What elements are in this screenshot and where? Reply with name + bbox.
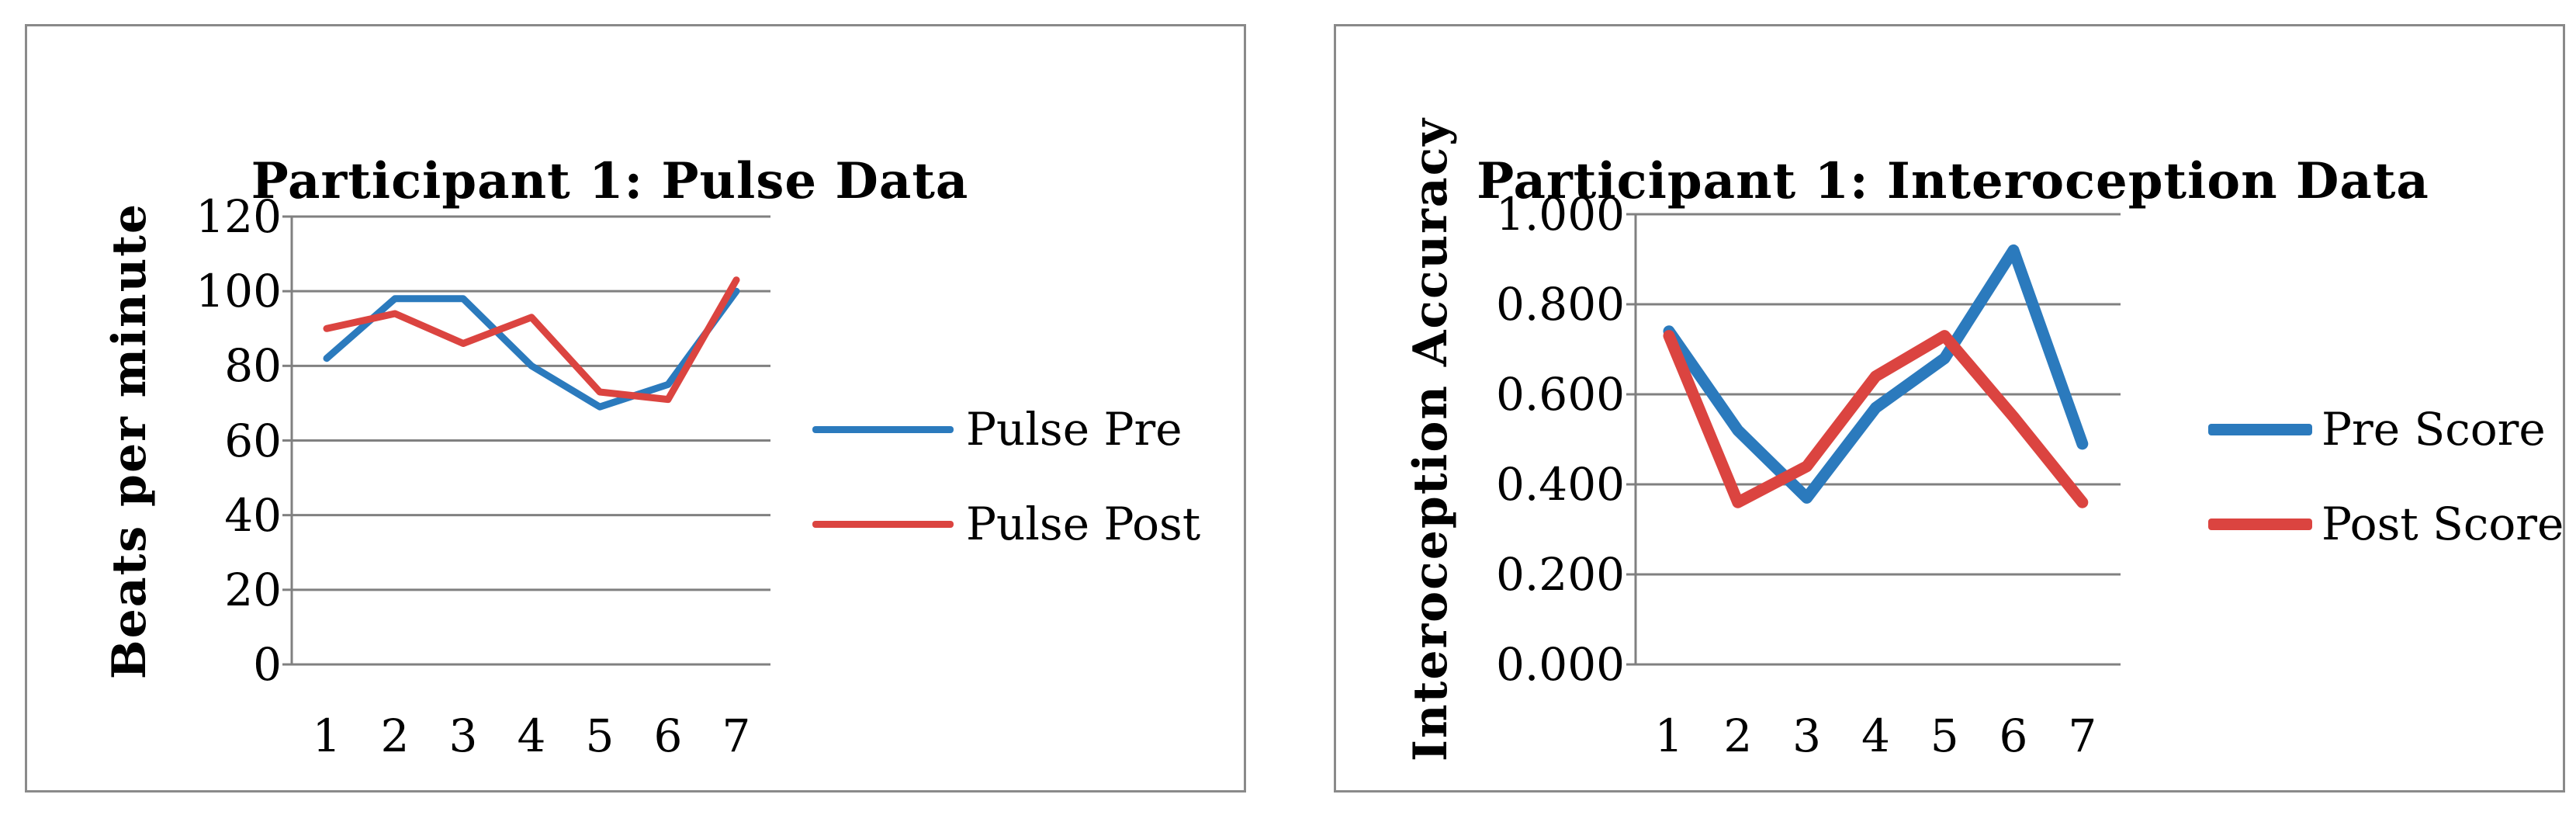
pulse-chart: Participant 1: Pulse Data Beats per minu… xyxy=(25,24,1246,793)
x-tick-label: 5 xyxy=(1930,709,1959,762)
x-tick-label: 2 xyxy=(380,709,410,762)
x-tick-label: 4 xyxy=(1861,709,1890,762)
series-line-pre-score xyxy=(1663,244,2089,504)
interoception-chart: Participant 1: Interoception Data Intero… xyxy=(1334,24,2565,793)
interoception-plot-area xyxy=(1626,213,2121,666)
legend-label-pulse-post: Pulse Post xyxy=(966,498,1201,550)
y-tick-label: 80 xyxy=(224,339,282,393)
x-tick-label: 3 xyxy=(448,709,478,762)
y-tick-label: 1.000 xyxy=(1495,188,1625,241)
y-tick-label: 0 xyxy=(253,638,282,691)
x-tick-label: 4 xyxy=(517,709,546,762)
y-tick-label: 20 xyxy=(224,563,282,616)
x-tick-label: 7 xyxy=(2068,709,2097,762)
legend-swatch-pre-score xyxy=(2208,423,2312,435)
series-line-pulse-post xyxy=(323,276,740,404)
series-line-pulse-pre xyxy=(323,287,740,411)
legend-label-pre-score: Pre Score xyxy=(2322,403,2546,456)
legend-swatch-post-score xyxy=(2208,518,2312,530)
legend-label-pulse-pre: Pulse Pre xyxy=(966,403,1182,456)
y-tick-label: 100 xyxy=(196,265,282,318)
chart-title: Participant 1: Interoception Data xyxy=(1477,152,2429,210)
x-tick-label: 1 xyxy=(312,709,341,762)
y-tick-label: 40 xyxy=(224,488,282,542)
chart-title: Participant 1: Pulse Data xyxy=(251,152,969,210)
x-tick-label: 6 xyxy=(1999,709,2028,762)
x-tick-label: 6 xyxy=(653,709,683,762)
y-tick-label: 0.200 xyxy=(1495,548,1625,601)
y-tick-label: 60 xyxy=(224,414,282,467)
legend-label-post-score: Post Score xyxy=(2322,498,2564,550)
legend-swatch-pulse-pre xyxy=(812,425,954,433)
y-tick-label: 0.400 xyxy=(1495,458,1625,511)
x-tick-label: 7 xyxy=(722,709,751,762)
y-tick-label: 120 xyxy=(196,190,282,243)
legend-swatch-pulse-post xyxy=(812,520,954,528)
series-line-post-score xyxy=(1663,330,2089,508)
x-tick-label: 2 xyxy=(1723,709,1753,762)
pulse-plot-area xyxy=(282,215,770,666)
y-tick-label: 0.800 xyxy=(1495,278,1625,331)
y-tick-label: 0.600 xyxy=(1495,368,1625,421)
x-tick-label: 3 xyxy=(1792,709,1822,762)
x-tick-label: 5 xyxy=(585,709,615,762)
y-tick-label: 0.000 xyxy=(1495,638,1625,691)
x-tick-label: 1 xyxy=(1654,709,1684,762)
